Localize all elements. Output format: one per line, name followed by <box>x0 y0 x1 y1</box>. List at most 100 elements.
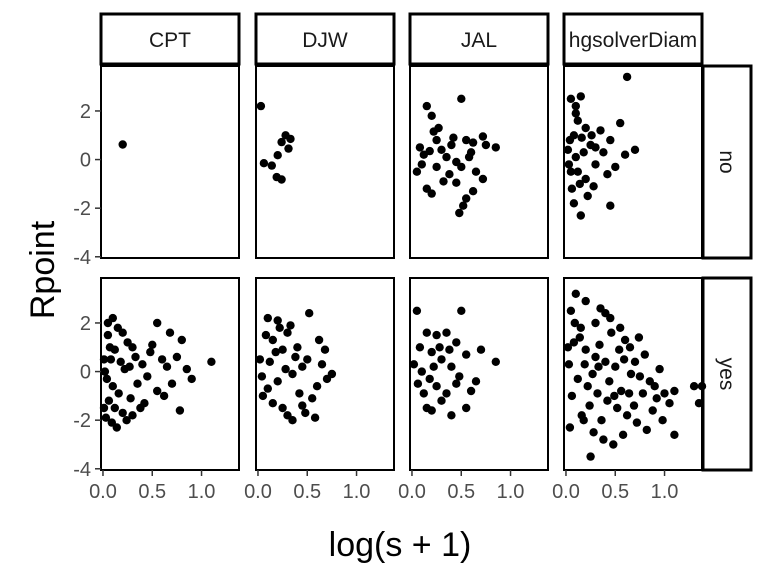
data-point <box>581 174 590 184</box>
data-point <box>471 167 481 176</box>
data-point <box>632 418 642 427</box>
data-point <box>607 328 616 337</box>
data-point <box>255 355 265 364</box>
data-point <box>167 379 177 388</box>
data-point <box>571 101 580 111</box>
data-point <box>277 137 286 147</box>
data-point <box>462 350 471 359</box>
data-point <box>468 138 478 147</box>
data-point <box>102 374 112 384</box>
data-point <box>417 160 426 169</box>
data-point <box>580 360 589 369</box>
data-point <box>281 364 290 374</box>
data-point <box>457 94 466 104</box>
data-point <box>589 428 598 437</box>
data-point <box>445 345 454 354</box>
data-point <box>291 352 300 362</box>
data-point <box>442 152 451 162</box>
x-tick-label: 0.0 <box>398 481 426 503</box>
y-tick-label: 0 <box>80 362 91 384</box>
data-point <box>575 333 584 342</box>
data-point <box>442 389 451 398</box>
data-point <box>429 362 438 371</box>
data-point <box>263 384 272 393</box>
data-point <box>591 318 600 328</box>
data-point <box>658 416 667 425</box>
data-point <box>611 162 620 172</box>
data-point <box>563 343 573 352</box>
data-point <box>577 133 586 142</box>
panel-border <box>409 65 549 259</box>
data-point <box>310 413 320 422</box>
data-point <box>298 362 307 371</box>
data-point <box>445 170 454 179</box>
data-point <box>601 357 610 366</box>
data-point <box>427 189 436 198</box>
data-point <box>105 343 115 352</box>
facet-panel <box>99 277 240 471</box>
data-point <box>605 377 614 386</box>
data-point <box>288 416 297 425</box>
data-point <box>165 328 175 337</box>
data-point <box>268 335 277 345</box>
y-tick-label: -4 <box>73 459 91 481</box>
data-point <box>579 148 588 157</box>
data-point <box>126 394 135 403</box>
data-point <box>563 145 573 154</box>
data-point <box>564 160 574 169</box>
data-point <box>267 161 276 170</box>
data-point <box>263 313 272 323</box>
data-point <box>140 399 149 408</box>
facet-panel <box>255 277 395 471</box>
data-point <box>177 335 186 345</box>
data-point <box>103 318 113 328</box>
data-point <box>625 343 635 352</box>
data-point <box>415 143 425 152</box>
data-point <box>634 333 644 342</box>
data-point <box>157 355 167 364</box>
data-point <box>583 191 592 201</box>
data-point <box>648 406 657 415</box>
data-point <box>268 399 277 408</box>
panel-border <box>100 277 240 471</box>
data-point <box>650 382 659 391</box>
data-point <box>437 396 446 405</box>
data-point <box>576 92 585 101</box>
facet-column-label: JAL <box>461 29 497 52</box>
data-point <box>447 140 456 150</box>
data-point <box>577 411 586 420</box>
data-point <box>478 174 488 184</box>
data-point <box>257 372 267 381</box>
data-point <box>207 357 216 366</box>
data-point <box>573 167 582 176</box>
data-point <box>640 350 649 359</box>
data-point <box>565 135 575 145</box>
y-tick-label: 2 <box>80 313 91 335</box>
data-point <box>118 408 127 418</box>
data-point <box>622 72 632 82</box>
data-point <box>172 352 182 362</box>
data-point <box>652 394 661 403</box>
data-point <box>452 178 461 187</box>
data-point <box>610 391 619 401</box>
data-point <box>425 146 434 156</box>
data-point <box>278 345 287 354</box>
facet-panel <box>563 65 703 259</box>
data-point <box>131 352 140 362</box>
data-point <box>314 335 324 345</box>
data-point <box>665 399 674 408</box>
data-point <box>295 389 304 398</box>
data-point <box>620 150 630 159</box>
data-point <box>273 151 282 160</box>
data-point <box>576 211 585 220</box>
x-tick-label: 1.0 <box>188 481 216 503</box>
data-point <box>597 416 606 425</box>
data-point <box>143 372 152 381</box>
x-tick-label: 0.5 <box>447 481 475 503</box>
data-point <box>606 135 615 145</box>
panel-background <box>256 66 394 258</box>
data-point <box>412 167 422 176</box>
data-point <box>591 143 600 152</box>
data-point <box>447 411 456 420</box>
data-point <box>689 382 699 391</box>
